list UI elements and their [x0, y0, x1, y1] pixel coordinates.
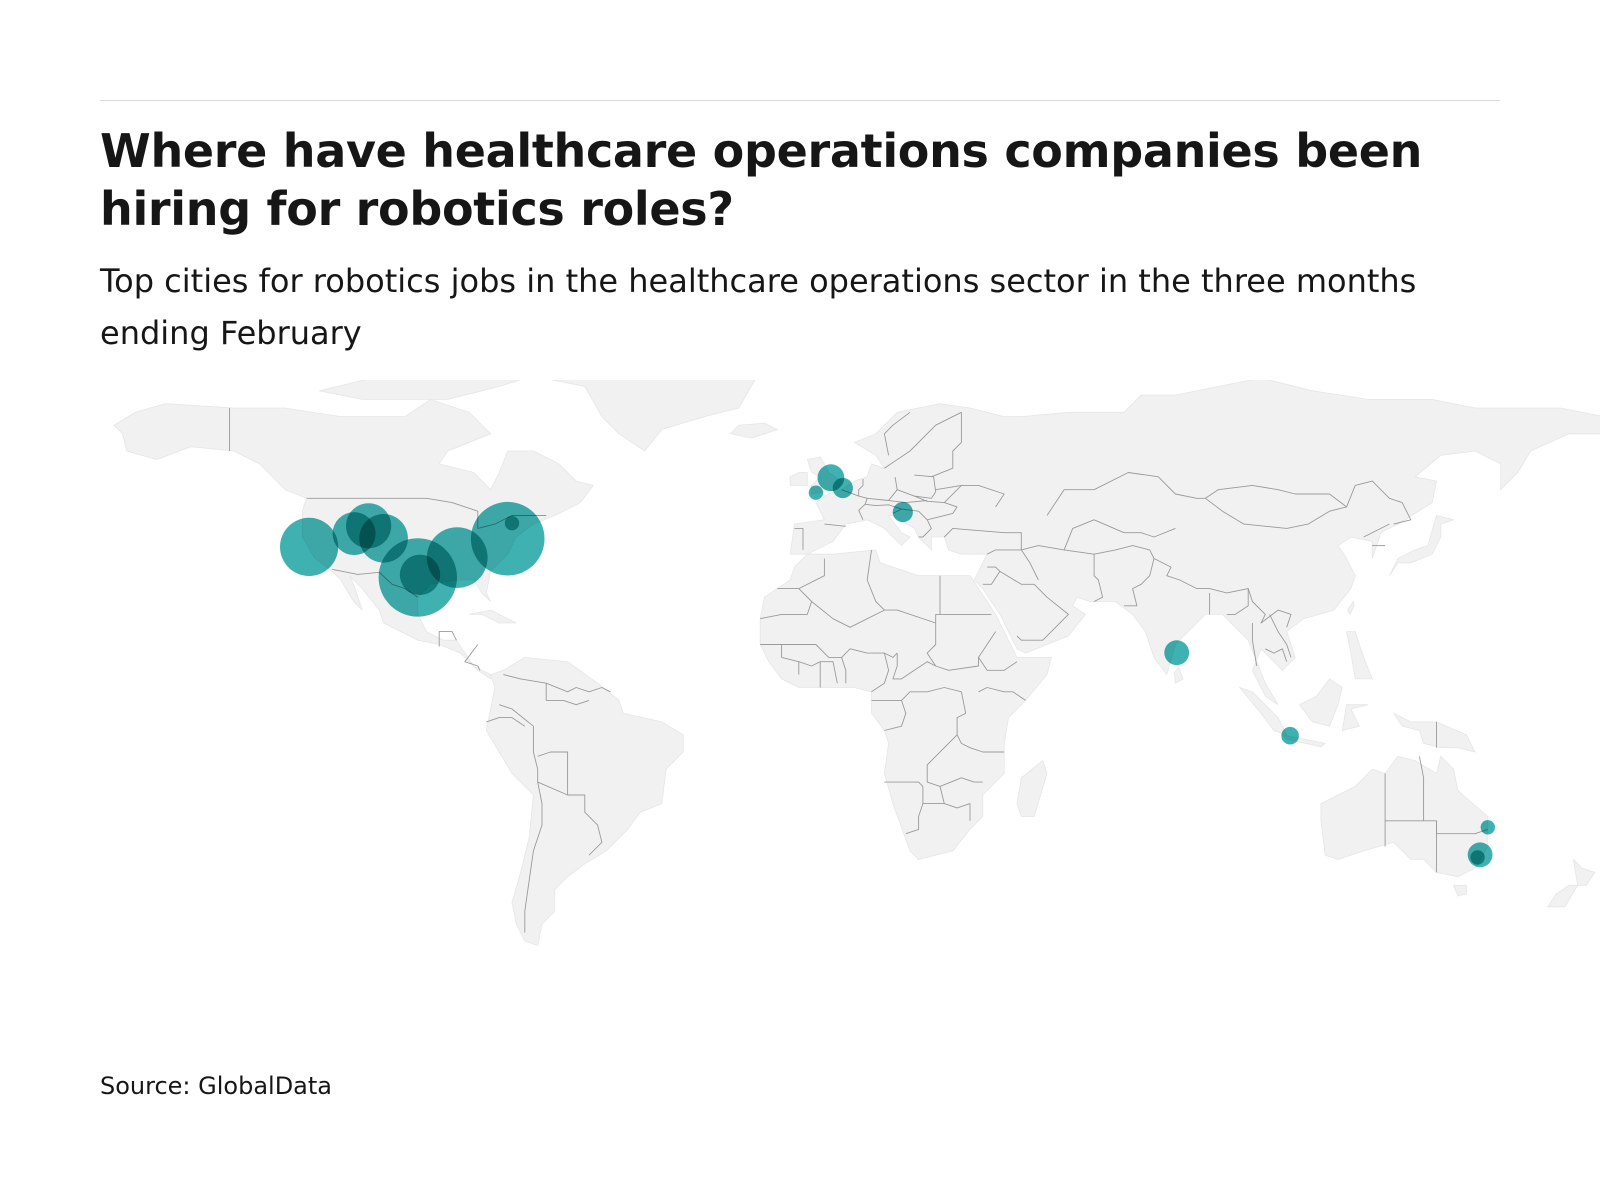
- country-border-21: [901, 508, 932, 538]
- country-border-16: [867, 477, 898, 501]
- country-border-27: [943, 527, 1022, 550]
- landmass-sumatra: [1238, 686, 1288, 736]
- country-border-26: [883, 411, 911, 456]
- city-bubble-14[interactable]: [1164, 640, 1190, 666]
- country-border-6: [503, 674, 611, 693]
- landmass-iceland: [729, 422, 779, 439]
- country-border-12: [794, 527, 804, 550]
- country-border-31: [1021, 545, 1104, 602]
- country-border-52: [781, 644, 898, 658]
- country-border-55: [841, 657, 847, 684]
- landmass-japan: [1389, 515, 1456, 576]
- country-border-4: [438, 631, 457, 647]
- chart-subtitle: Top cities for robotics jobs in the heal…: [100, 262, 1417, 352]
- city-bubble-13[interactable]: [892, 502, 913, 523]
- country-border-25: [884, 411, 962, 469]
- landmass-arctic-islands: [319, 380, 522, 400]
- land-layer: [113, 380, 1600, 947]
- border-layer: [229, 408, 1488, 933]
- landmass-new-zealand-north: [1572, 858, 1596, 886]
- country-border-20: [914, 495, 958, 521]
- country-border-8: [486, 717, 526, 727]
- landmass-borneo: [1298, 678, 1343, 727]
- country-border-24: [935, 484, 962, 503]
- country-border-15: [858, 479, 864, 497]
- landmass-greenland: [550, 380, 756, 452]
- country-border-22: [931, 412, 962, 478]
- source-note: Source: GlobalData: [100, 1072, 333, 1100]
- country-border-58: [871, 687, 962, 701]
- country-border-70: [1423, 820, 1488, 835]
- country-border-40: [1251, 623, 1258, 667]
- country-border-34: [1046, 472, 1206, 516]
- city-bubble-15[interactable]: [1281, 726, 1299, 745]
- landmass-sri-lanka: [1174, 666, 1184, 684]
- world-map: [0, 380, 1600, 1020]
- country-border-59: [884, 700, 907, 731]
- landmass-taiwan: [1347, 600, 1355, 616]
- country-border-17: [897, 474, 937, 499]
- country-border-63: [926, 734, 983, 787]
- city-bubble-1[interactable]: [280, 517, 339, 576]
- country-border-61: [978, 687, 1026, 701]
- country-border-7: [499, 704, 543, 933]
- city-bubble-8[interactable]: [470, 501, 545, 576]
- country-border-46: [760, 588, 813, 620]
- country-border-65: [922, 803, 971, 821]
- country-border-51: [760, 644, 800, 675]
- country-border-41: [1265, 648, 1288, 662]
- bubble-layer: [280, 464, 1496, 868]
- country-border-30: [999, 571, 1069, 641]
- country-border-14: [841, 489, 868, 520]
- country-border-28: [986, 549, 1039, 581]
- landmass-madagascar: [1016, 759, 1048, 817]
- country-border-43: [1363, 523, 1390, 538]
- city-bubble-18[interactable]: [1470, 850, 1485, 865]
- city-bubble-11[interactable]: [832, 477, 853, 499]
- city-bubble-4[interactable]: [346, 503, 392, 549]
- landmass-new-guinea: [1392, 712, 1476, 753]
- country-border-13: [824, 523, 846, 527]
- country-border-60: [956, 691, 1005, 753]
- landmass-ireland: [789, 472, 808, 486]
- country-border-48: [866, 549, 885, 611]
- landmass-tasmania: [1453, 884, 1467, 897]
- country-border-66: [939, 786, 945, 804]
- landmass-new-zealand-south: [1547, 884, 1579, 908]
- country-border-50: [926, 623, 996, 671]
- country-border-23: [961, 484, 1005, 508]
- country-border-39: [1247, 588, 1292, 628]
- landmass-eurasia: [789, 380, 1600, 706]
- country-border-32: [1094, 545, 1155, 607]
- country-border-5: [464, 644, 481, 671]
- country-border-56: [892, 653, 936, 680]
- country-border-67: [1385, 756, 1425, 822]
- city-bubble-9[interactable]: [504, 516, 520, 531]
- country-border-33: [1063, 519, 1176, 551]
- top-divider: [100, 100, 1500, 101]
- landmass-australia: [1320, 755, 1489, 878]
- landmass-cuba: [469, 609, 517, 624]
- landmass-philippines: [1346, 631, 1373, 680]
- world-map-svg: [113, 380, 1600, 947]
- city-bubble-16[interactable]: [1480, 820, 1496, 835]
- country-border-11: [545, 683, 590, 706]
- country-border-37: [1153, 558, 1249, 615]
- country-border-45: [777, 558, 825, 590]
- country-border-36: [1205, 484, 1347, 508]
- country-border-42: [1269, 614, 1292, 658]
- chart-title: Where have healthcare operations compani…: [100, 124, 1423, 236]
- country-border-62: [978, 657, 1018, 671]
- country-border-57: [871, 652, 890, 693]
- country-border-47: [811, 575, 941, 628]
- landmass-sulawesi: [1341, 704, 1369, 732]
- country-border-10: [537, 751, 569, 795]
- city-bubble-12[interactable]: [808, 485, 824, 500]
